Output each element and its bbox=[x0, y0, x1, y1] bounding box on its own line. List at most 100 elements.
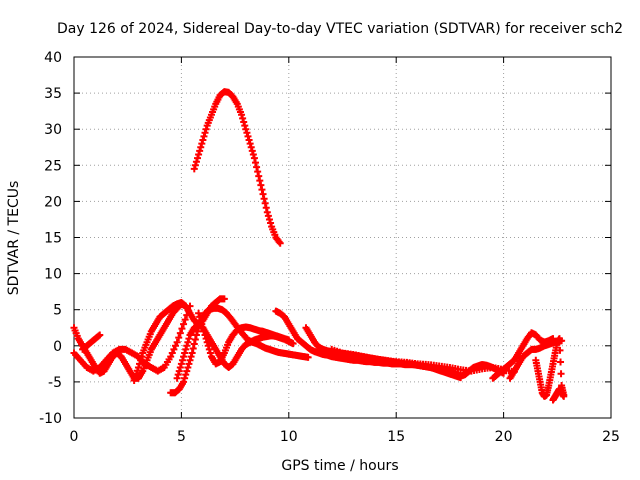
data-point bbox=[560, 392, 568, 400]
x-tick-label: 5 bbox=[177, 429, 186, 445]
x-tick-label: 0 bbox=[70, 429, 79, 445]
data-point bbox=[181, 316, 189, 324]
y-tick-label: 25 bbox=[44, 158, 62, 174]
data-point bbox=[167, 353, 175, 361]
data-point bbox=[259, 190, 267, 198]
data-point bbox=[556, 346, 564, 354]
data-point bbox=[137, 356, 145, 364]
data-point bbox=[182, 345, 190, 353]
y-tick-label: -5 bbox=[48, 375, 62, 391]
data-point bbox=[136, 360, 144, 368]
data-point bbox=[178, 325, 186, 333]
data-point bbox=[195, 309, 203, 317]
data-point bbox=[178, 356, 186, 364]
data-point bbox=[183, 367, 191, 375]
data-point bbox=[249, 150, 257, 158]
data-point bbox=[190, 340, 198, 348]
data-point bbox=[200, 132, 208, 140]
x-tick-label: 25 bbox=[602, 429, 620, 445]
y-axis-label: SDTVAR / TECUs bbox=[6, 181, 22, 296]
data-point bbox=[289, 340, 297, 348]
data-point bbox=[257, 181, 265, 189]
data-point bbox=[253, 163, 261, 171]
data-point bbox=[262, 204, 270, 212]
data-point bbox=[241, 122, 249, 130]
data-point bbox=[184, 307, 192, 315]
data-point bbox=[138, 353, 146, 361]
data-point bbox=[265, 215, 273, 223]
data-point bbox=[181, 374, 189, 382]
y-tick-label: -10 bbox=[39, 411, 62, 427]
series-arc-m bbox=[532, 335, 568, 400]
data-point bbox=[239, 114, 247, 122]
data-point bbox=[180, 320, 188, 328]
data-point bbox=[180, 353, 188, 361]
data-point bbox=[304, 353, 312, 361]
data-point bbox=[175, 367, 183, 375]
y-tick-label: 10 bbox=[44, 267, 62, 283]
data-point bbox=[197, 143, 205, 151]
data-point bbox=[220, 295, 228, 303]
data-point bbox=[198, 140, 206, 148]
data-point bbox=[557, 370, 565, 378]
data-point bbox=[174, 371, 182, 379]
data-point bbox=[170, 345, 178, 353]
data-point bbox=[242, 125, 250, 133]
data-point bbox=[276, 239, 284, 247]
data-point bbox=[176, 363, 184, 371]
y-tick-label: 30 bbox=[44, 122, 62, 138]
data-point bbox=[244, 132, 252, 140]
data-point bbox=[173, 338, 181, 346]
data-point bbox=[195, 150, 203, 158]
data-point bbox=[168, 349, 176, 357]
data-point bbox=[252, 159, 260, 167]
data-point bbox=[260, 195, 268, 203]
data-point bbox=[182, 302, 190, 310]
x-tick-label: 20 bbox=[495, 429, 513, 445]
data-point bbox=[181, 349, 189, 357]
data-point bbox=[264, 212, 272, 220]
data-point bbox=[267, 219, 275, 227]
data-point bbox=[187, 353, 195, 361]
y-tick-label: 15 bbox=[44, 231, 62, 247]
x-tick-label: 15 bbox=[387, 429, 405, 445]
series-arc-k bbox=[489, 329, 557, 382]
data-point bbox=[247, 143, 255, 151]
data-point bbox=[184, 338, 192, 346]
data-point bbox=[173, 374, 181, 382]
data-point bbox=[180, 378, 188, 386]
y-tick-label: 20 bbox=[44, 194, 62, 210]
data-point bbox=[256, 177, 264, 185]
data-point bbox=[248, 147, 256, 155]
data-point bbox=[185, 360, 193, 368]
data-point bbox=[243, 129, 251, 137]
data-point bbox=[171, 342, 179, 350]
data-point bbox=[238, 111, 246, 119]
data-points bbox=[70, 88, 568, 404]
data-point bbox=[201, 129, 209, 137]
data-point bbox=[199, 136, 207, 144]
data-point bbox=[557, 358, 565, 366]
y-tick-label: 5 bbox=[53, 303, 62, 319]
data-point bbox=[134, 363, 142, 371]
y-tick-label: 40 bbox=[44, 50, 62, 66]
data-point bbox=[196, 313, 204, 321]
data-point bbox=[246, 140, 254, 148]
series-arc-j bbox=[328, 345, 518, 376]
series-arc-high bbox=[190, 88, 284, 247]
data-point bbox=[176, 329, 184, 337]
series-arc-g bbox=[173, 320, 297, 382]
series-arc-c bbox=[79, 331, 104, 353]
data-point bbox=[258, 186, 266, 194]
data-point bbox=[185, 335, 193, 343]
grid-lines bbox=[74, 57, 611, 418]
data-point bbox=[254, 168, 262, 176]
data-point bbox=[263, 208, 271, 216]
data-point bbox=[190, 165, 198, 173]
data-point bbox=[188, 349, 196, 357]
data-point bbox=[183, 311, 191, 319]
data-point bbox=[184, 363, 192, 371]
data-point bbox=[245, 136, 253, 144]
chart-title: Day 126 of 2024, Sidereal Day-to-day VTE… bbox=[57, 21, 623, 37]
